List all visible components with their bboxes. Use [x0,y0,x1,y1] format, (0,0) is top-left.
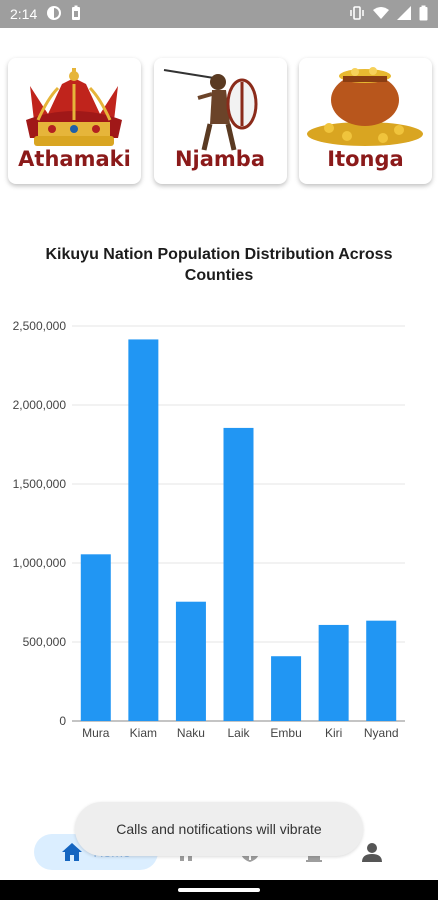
status-time: 2:14 [10,6,38,22]
card-label: Njamba [174,147,266,171]
gold-pot-image [307,67,423,146]
battery-saver-icon [71,5,81,24]
card-athamaki[interactable]: Athamaki [8,58,141,184]
crown-image [26,68,122,146]
home-icon [62,843,83,861]
vibrate-icon [349,5,365,24]
data-saver-icon [46,5,62,24]
card-njamba[interactable]: Njamba [153,58,287,184]
y-tick-label: 1,000,000 [13,556,67,570]
toast-message: Calls and notifications will vibrate [75,802,363,856]
wifi-icon [373,6,389,23]
bar-nyand[interactable] [366,620,397,721]
person-icon [362,843,382,862]
bar-kiam[interactable] [128,339,159,721]
bar-naku[interactable] [175,601,206,721]
x-tick-label: Naku [177,726,205,740]
nav-profile[interactable] [354,834,390,870]
status-bar: 2:14 [0,0,438,28]
signal-icon [397,5,411,23]
y-tick-label: 2,000,000 [13,398,67,412]
bar-embu[interactable] [271,656,302,721]
x-tick-label: Mura [82,726,110,740]
home-gesture-handle[interactable] [178,888,260,892]
bar-kiri[interactable] [318,624,349,721]
card-label: Athamaki [18,147,131,171]
x-tick-label: Kiri [325,726,342,740]
population-bar-chart: 0 500,000 1,000,000 1,500,000 2,000,000 2,500… [13,319,405,740]
battery-icon [419,5,428,24]
chart-title: Kikuyu Nation Population Distribution Ac… [45,246,393,284]
card-label: Itonga [327,147,404,171]
bar-laik[interactable] [223,427,254,721]
y-tick-label: 2,500,000 [13,319,67,333]
system-navigation-bar [0,880,438,900]
x-tick-label: Embu [270,726,301,740]
category-cards: Athamaki Njamba Itonga [8,58,432,184]
bar-mura[interactable] [80,554,111,721]
x-tick-label: Kiam [130,726,157,740]
x-tick-label: Nyand [364,726,399,740]
y-tick-label: 500,000 [23,635,67,649]
y-tick-label: 0 [59,714,66,728]
x-tick-label: Laik [227,726,250,740]
warrior-image [163,69,257,151]
y-tick-label: 1,500,000 [13,477,67,491]
card-itonga[interactable]: Itonga [299,58,432,184]
